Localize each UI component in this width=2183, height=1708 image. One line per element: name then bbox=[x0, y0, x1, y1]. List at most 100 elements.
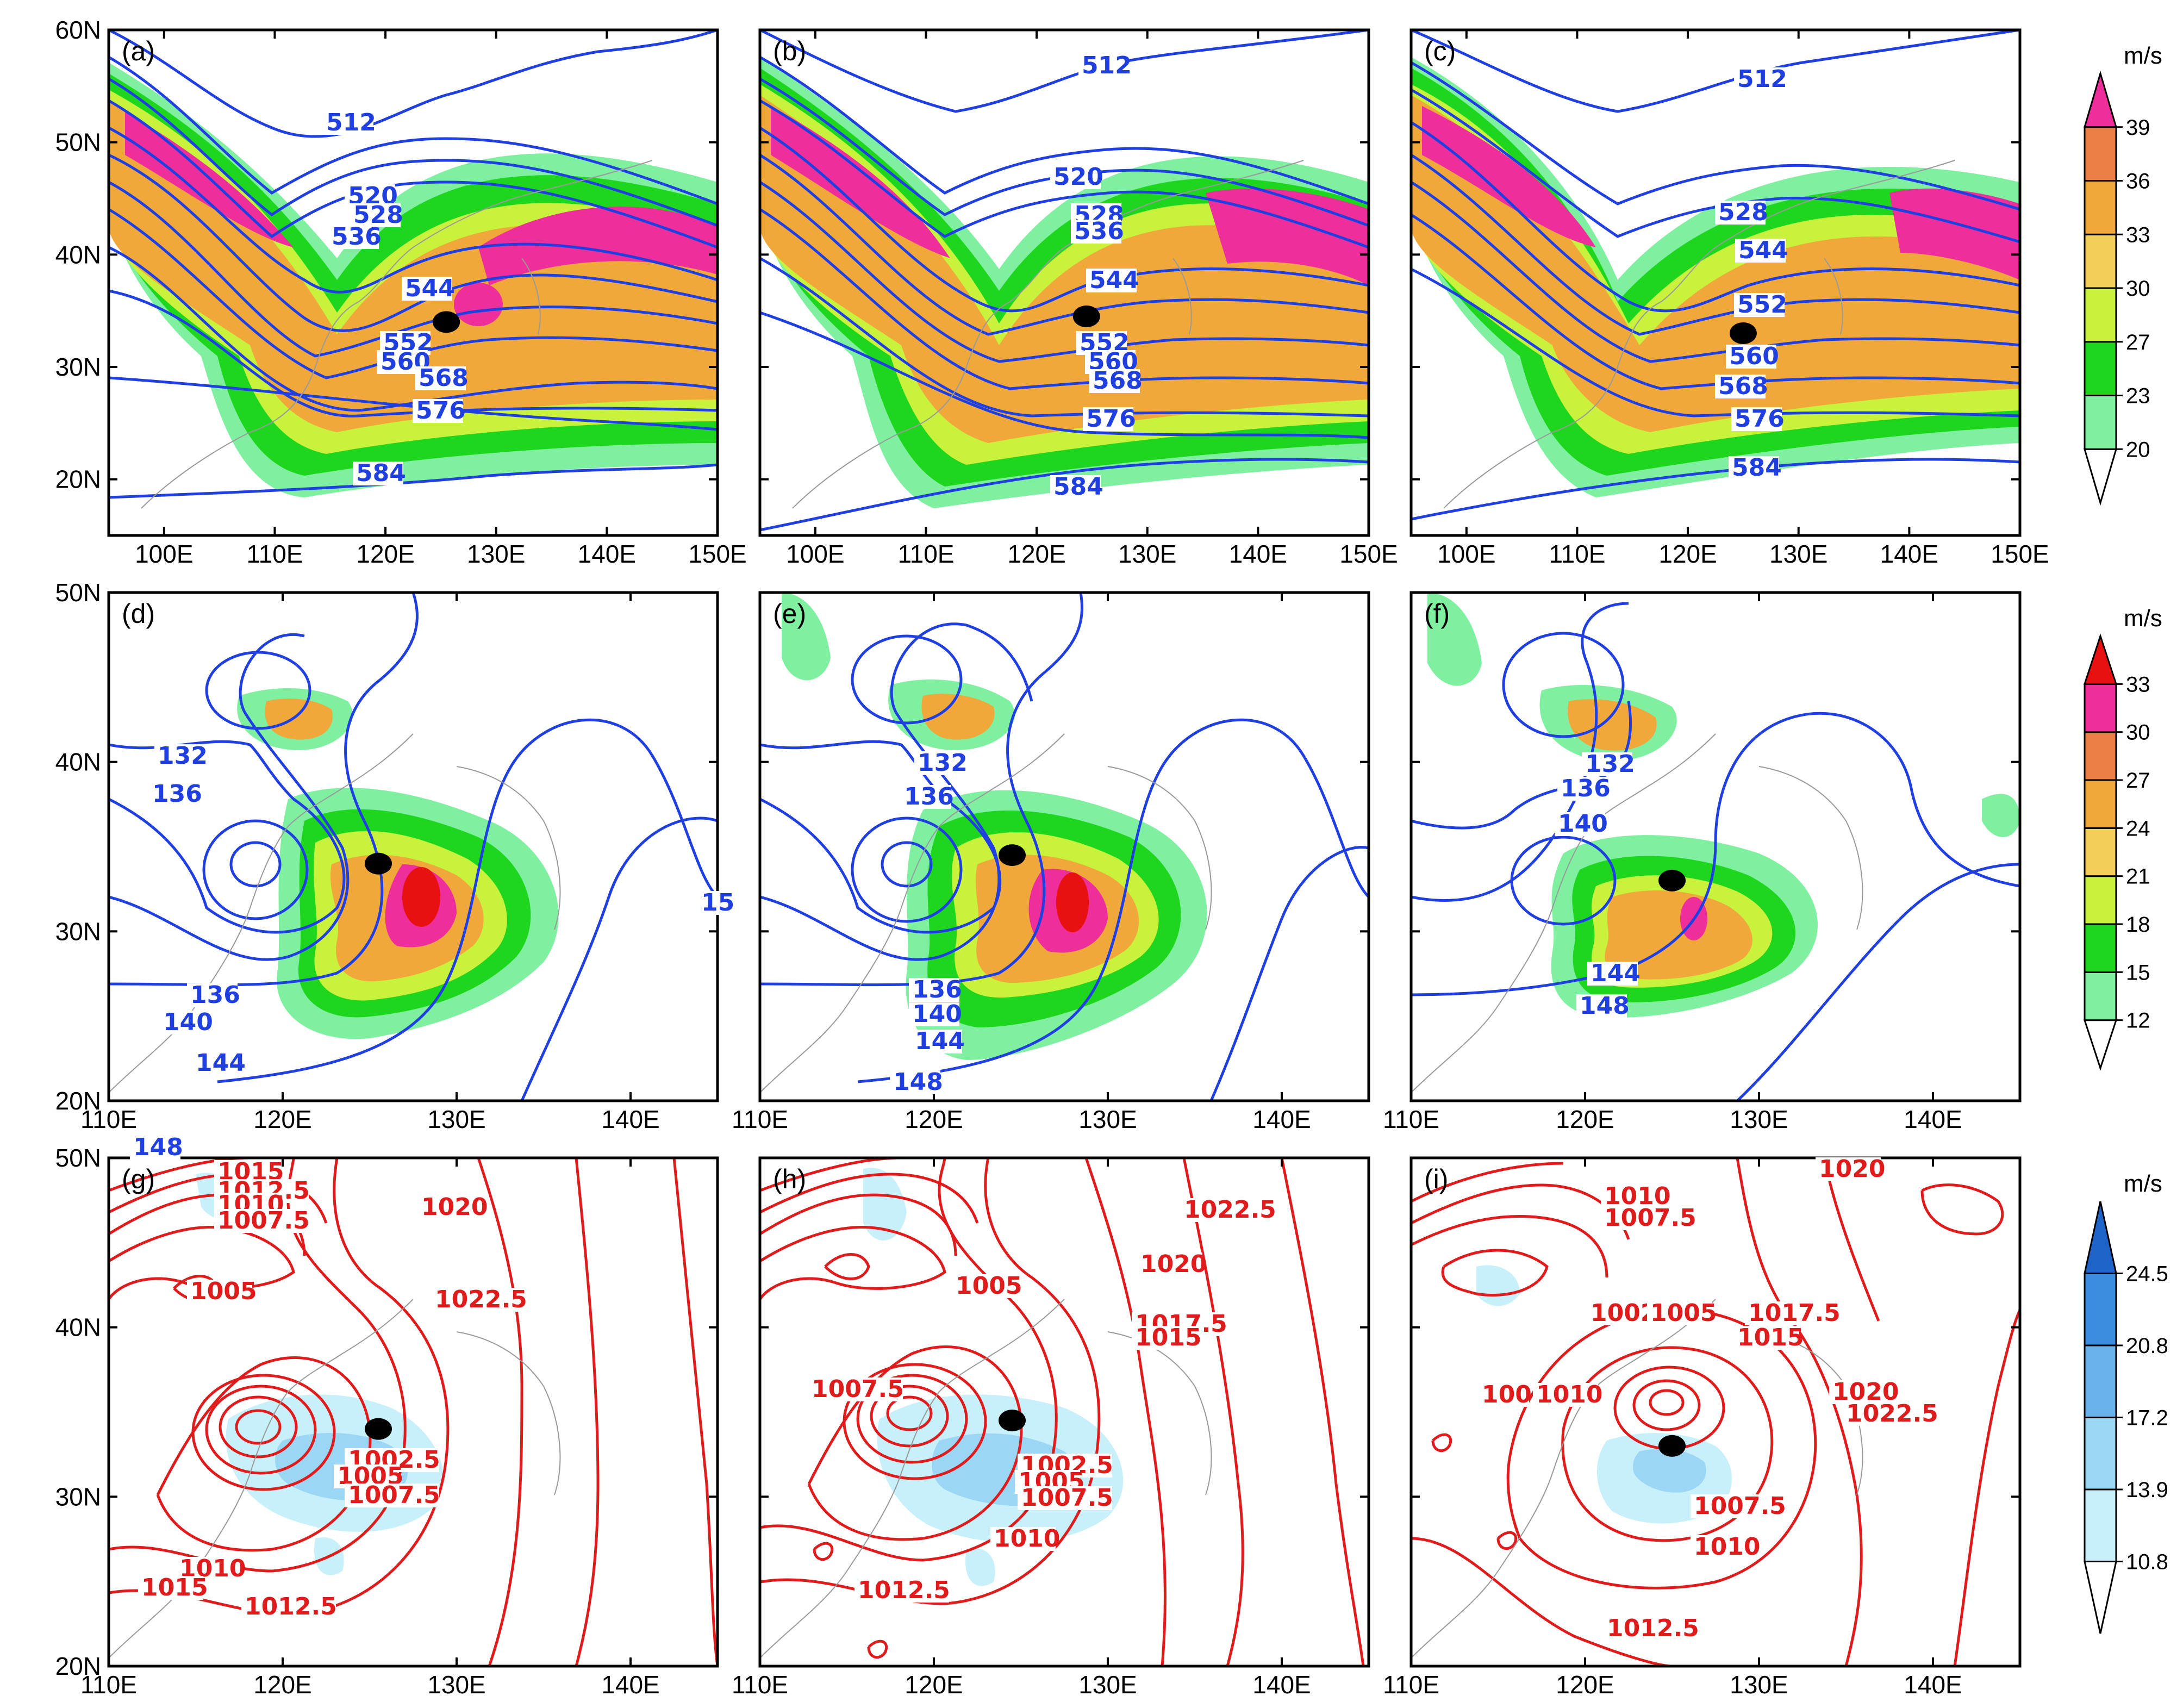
colorbar-arrow-low bbox=[2083, 448, 2118, 506]
colorbar-box bbox=[2084, 923, 2117, 973]
coastline-d bbox=[109, 733, 561, 1093]
contour-label: 568 bbox=[419, 364, 469, 392]
lon-tick-label: 110E bbox=[732, 1670, 788, 1699]
contour-label: 144 bbox=[915, 1027, 965, 1055]
contour-label: 1007.5 bbox=[217, 1207, 310, 1235]
colorbar-arrow-high bbox=[2084, 1201, 2117, 1274]
lat-tick-label: 30N bbox=[55, 917, 101, 945]
lon-tick-label: 130E bbox=[1730, 1670, 1788, 1699]
lon-tick-label: 140E bbox=[1252, 1105, 1311, 1133]
contour-label-bg bbox=[328, 225, 379, 249]
colorbar-arrow-low bbox=[2084, 1561, 2117, 1634]
colorbar-arrow-high bbox=[2083, 70, 2118, 128]
contour-label: 576 bbox=[1735, 405, 1785, 433]
lon-tick-label: 110E bbox=[897, 540, 954, 568]
contour-label: 568 bbox=[1718, 372, 1768, 400]
contour-label-bg bbox=[909, 1002, 959, 1026]
contour-label: 1010 bbox=[994, 1525, 1060, 1553]
contour-label: 1022.5 bbox=[1184, 1196, 1276, 1224]
contour-label-bg bbox=[914, 751, 965, 775]
lon-tick-label: 140E bbox=[1904, 1670, 1962, 1699]
contour-label: 1005 bbox=[190, 1277, 257, 1305]
contour-label-bg bbox=[1582, 752, 1632, 776]
contour-label-bg bbox=[1083, 407, 1133, 431]
contour-label: 512 bbox=[1082, 52, 1132, 79]
contour-label-bg bbox=[353, 462, 403, 485]
contour-label-bg bbox=[138, 1576, 203, 1600]
colorbar-box bbox=[2084, 395, 2117, 450]
lon-tick-label: 130E bbox=[1730, 1105, 1788, 1133]
contour-label: 1005 bbox=[1650, 1299, 1717, 1327]
colorbar-level-label: 27 bbox=[2126, 769, 2150, 793]
contour-label-bg bbox=[1050, 475, 1101, 499]
colorbar-box bbox=[2084, 233, 2117, 289]
colorbar-box bbox=[2084, 1344, 2117, 1418]
geopotential-contours-b bbox=[760, 30, 1369, 532]
contour-label-bg bbox=[1132, 1326, 1197, 1350]
contour-label: 144 bbox=[1591, 959, 1641, 987]
colorbar-box bbox=[2084, 180, 2117, 235]
contour-label-bg bbox=[1587, 1301, 1652, 1325]
contour-label: 1007.5 bbox=[1694, 1492, 1786, 1520]
contour-label: 1010 bbox=[1536, 1381, 1602, 1408]
contour-label: 544 bbox=[405, 275, 455, 302]
contour-label-bg bbox=[1601, 1185, 1666, 1208]
contour-label: 1015 bbox=[1737, 1324, 1804, 1351]
panel-c bbox=[1411, 30, 2020, 521]
lon-tick-label: 140E bbox=[601, 1105, 659, 1133]
lon-tick-label: 100E bbox=[135, 540, 193, 568]
contour-label: 512 bbox=[326, 109, 376, 136]
colorbar-level-label: 13.9 bbox=[2126, 1478, 2168, 1502]
contour-labels: 5125205285365445525605685765845125205285… bbox=[130, 52, 1938, 1642]
colorbars: 20 23 27 30 33 36 39 m/s 12 15 18 21 24 27 30 33 m/s 10.8… bbox=[2083, 42, 2168, 1634]
contour-label: 512 bbox=[1737, 65, 1787, 93]
colorbar-unit: m/s bbox=[2124, 605, 2162, 632]
wind-shading-b bbox=[760, 57, 1369, 508]
contour-label-bg bbox=[909, 978, 959, 1002]
contour-label: 132 bbox=[158, 742, 208, 770]
colorbar-level-label: 21 bbox=[2126, 865, 2150, 889]
contour-label: 1007.5 bbox=[348, 1481, 440, 1509]
wind-band-33 bbox=[760, 95, 1369, 443]
contour-label: 136 bbox=[904, 783, 954, 811]
panel-label: (e) bbox=[773, 599, 806, 629]
lon-tick-label: 130E bbox=[1118, 540, 1176, 568]
contour-label-bg bbox=[1078, 54, 1129, 78]
contour-label-bg bbox=[1604, 1617, 1698, 1641]
contour-label-bg bbox=[1829, 1380, 1894, 1404]
wind-core-east bbox=[1889, 188, 2020, 280]
wind-east-blob bbox=[1982, 794, 2020, 837]
contour-label-bg bbox=[1715, 201, 1766, 225]
contour-label: 584 bbox=[1053, 473, 1103, 501]
contour-label-bg bbox=[1601, 1206, 1695, 1230]
panel-labels: (a) (b) (c) (d) (e) (f) (g) (h) (i) bbox=[122, 36, 1456, 1194]
wind-band-13.9 bbox=[1633, 1449, 1706, 1493]
height-contours-f bbox=[1411, 602, 2020, 1101]
contour-label-bg bbox=[1479, 1383, 1529, 1407]
lat-tick-label: 40N bbox=[55, 240, 101, 269]
panel-frames bbox=[107, 28, 2022, 1668]
lat-tick-label: 50N bbox=[55, 1144, 101, 1172]
contour-label: 140 bbox=[912, 1000, 962, 1028]
contour-label: 132 bbox=[1585, 750, 1635, 778]
lat-tick-label: 40N bbox=[55, 1313, 101, 1342]
colorbar-arrow-low bbox=[2083, 1019, 2118, 1071]
contour-label: 576 bbox=[416, 397, 466, 425]
cyclone-center-marker bbox=[365, 1418, 392, 1440]
contour-label-bg bbox=[1647, 1301, 1712, 1325]
cyclone-center-marker bbox=[365, 852, 392, 875]
lon-tick-label: 150E bbox=[688, 540, 746, 568]
lon-tick-label: 110E bbox=[1383, 1670, 1439, 1699]
contour-label: 1010 bbox=[1694, 1533, 1760, 1561]
wind-band-south bbox=[965, 1548, 995, 1586]
contour-label-bg bbox=[901, 785, 951, 809]
cyclone-center-marker bbox=[999, 1410, 1026, 1432]
contour-label: 576 bbox=[1086, 405, 1136, 433]
contour-label: 1020 bbox=[1140, 1250, 1207, 1278]
contour-label: 1012.5 bbox=[1607, 1615, 1699, 1642]
colorbar-level-label: 20.8 bbox=[2126, 1334, 2168, 1358]
contour-label-bg bbox=[1555, 812, 1605, 836]
panel-e bbox=[760, 593, 1369, 1101]
cyclone-center-marker bbox=[1072, 306, 1100, 327]
contour-label-bg bbox=[1533, 1383, 1598, 1407]
